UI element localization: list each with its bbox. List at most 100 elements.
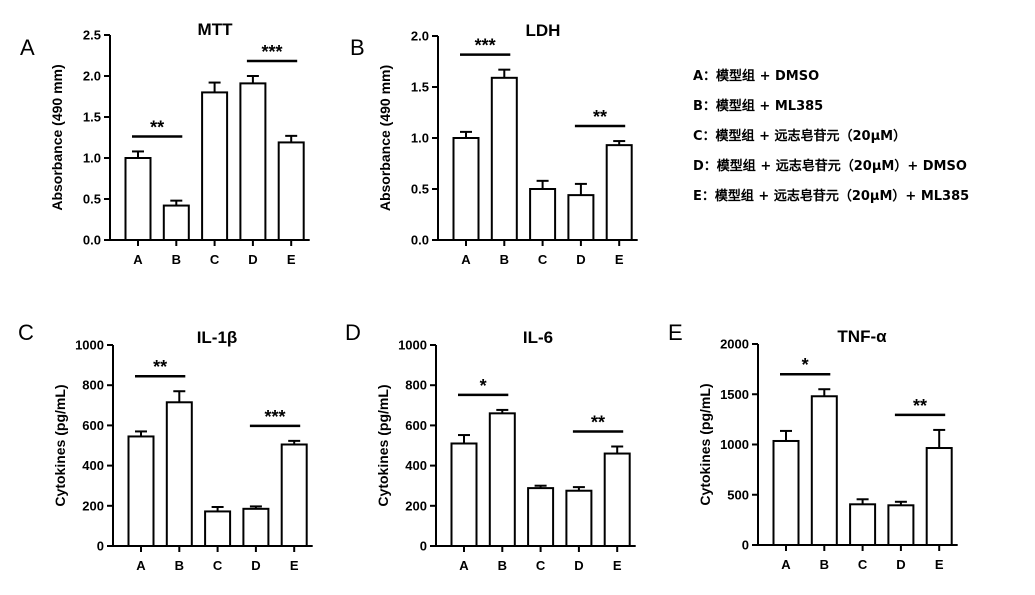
bar-d xyxy=(887,504,915,546)
y-axis-label: Absorbance (490 mm) xyxy=(49,64,65,210)
y-axis-label: Cytokines (pg/mL) xyxy=(375,384,391,506)
x-tick-label: C xyxy=(536,558,546,573)
significance-label: ** xyxy=(593,107,607,127)
y-tick-label: 2.0 xyxy=(411,29,429,44)
x-tick-label: E xyxy=(290,558,299,573)
panel-letter: E xyxy=(668,320,683,345)
significance-label: *** xyxy=(475,36,496,56)
bar-b xyxy=(165,401,193,547)
x-tick-label: E xyxy=(287,252,296,267)
x-tick-label: A xyxy=(461,252,471,267)
x-tick-label: D xyxy=(896,557,905,572)
significance-label: * xyxy=(802,355,809,375)
bar-a xyxy=(124,157,152,241)
x-tick-label: A xyxy=(781,557,791,572)
x-tick-label: A xyxy=(136,558,146,573)
y-tick-label: 0.5 xyxy=(83,192,101,207)
y-axis-label: Cytokines (pg/mL) xyxy=(52,384,68,506)
y-tick-label: 1000 xyxy=(398,338,427,353)
x-tick-label: B xyxy=(820,557,829,572)
bar-b xyxy=(488,412,516,547)
y-tick-label: 500 xyxy=(727,487,749,502)
x-tick-label: B xyxy=(500,252,509,267)
x-tick-label: C xyxy=(858,557,868,572)
panel-letter: B xyxy=(350,35,365,60)
bar-e xyxy=(603,452,631,548)
legend-item-b: B：模型组 + ML385 xyxy=(693,98,823,114)
bar-d xyxy=(239,82,267,241)
bar-a xyxy=(772,439,800,547)
significance-label: * xyxy=(480,376,487,396)
chart-title: IL-1β xyxy=(197,328,238,347)
bar-d xyxy=(567,194,595,241)
legend: A：模型组 + DMSO B：模型组 + ML385 C：模型组 + 远志皂苷元… xyxy=(693,68,969,204)
bar-e xyxy=(277,141,305,241)
panel-letter: A xyxy=(20,35,35,60)
bar-e xyxy=(925,447,953,546)
bar-c xyxy=(527,487,555,547)
x-tick-label: D xyxy=(251,558,260,573)
x-tick-label: B xyxy=(498,558,507,573)
panel-letter: D xyxy=(345,320,361,345)
bar-c xyxy=(849,503,877,546)
y-tick-label: 2.0 xyxy=(83,69,101,84)
bar-e xyxy=(280,443,308,547)
y-tick-label: 200 xyxy=(82,498,104,513)
x-tick-label: A xyxy=(459,558,469,573)
x-tick-label: E xyxy=(935,557,944,572)
y-tick-label: 1.5 xyxy=(411,80,429,95)
y-tick-label: 1.0 xyxy=(83,151,101,166)
chart-panel-e: E TNF-α Cytokines (pg/mL) 0 500 1000 1500 2000 A… xyxy=(668,320,958,572)
significance-label: ** xyxy=(913,396,927,416)
bar-a xyxy=(452,137,480,241)
significance-label: *** xyxy=(265,407,286,427)
y-tick-label: 200 xyxy=(405,498,427,513)
significance-label: *** xyxy=(262,42,283,62)
x-tick-label: C xyxy=(538,252,548,267)
legend-item-a: A：模型组 + DMSO xyxy=(693,68,819,84)
y-tick-label: 2.5 xyxy=(83,28,101,43)
x-tick-label: D xyxy=(574,558,583,573)
x-tick-label: B xyxy=(172,252,181,267)
chart-panel-c: C IL-1β Cytokines (pg/mL) 0 200 400 600 800 1000… xyxy=(18,320,313,573)
bar-b xyxy=(490,76,518,241)
y-tick-label: 2000 xyxy=(720,337,749,352)
significance-label: ** xyxy=(591,413,605,433)
y-tick-label: 0 xyxy=(420,539,427,554)
y-tick-label: 1.5 xyxy=(83,110,101,125)
chart-panel-b: B LDH Absorbance (490 mm) 0.0 0.5 1.0 1.5 2.0 A B… xyxy=(350,21,638,267)
bar-a xyxy=(127,435,155,547)
bar-b xyxy=(810,395,838,547)
y-tick-label: 1000 xyxy=(720,437,749,452)
legend-item-c: C：模型组 + 远志皂苷元（20μM） xyxy=(693,128,906,144)
bar-c xyxy=(204,510,232,548)
y-tick-label: 0 xyxy=(97,539,104,554)
bar-a xyxy=(450,442,478,547)
chart-title: LDH xyxy=(526,21,561,40)
y-tick-label: 800 xyxy=(82,378,104,393)
chart-panel-a: A MTT Absorbance (490 mm) 0.0 0.5 1.0 1.5 2.0 2.… xyxy=(20,20,310,267)
bar-d xyxy=(565,489,593,548)
panel-letter: C xyxy=(18,320,34,345)
y-tick-label: 0.0 xyxy=(411,233,429,248)
x-tick-label: A xyxy=(133,252,143,267)
bar-e xyxy=(605,144,633,241)
y-tick-label: 400 xyxy=(82,458,104,473)
y-tick-label: 600 xyxy=(82,418,104,433)
y-tick-label: 1500 xyxy=(720,387,749,402)
chart-title: MTT xyxy=(198,20,234,39)
chart-panel-d: D IL-6 Cytokines (pg/mL) 0 200 400 600 800 1000 A… xyxy=(345,320,636,573)
legend-item-e: E：模型组 + 远志皂苷元（20μM）+ ML385 xyxy=(693,188,969,204)
x-tick-label: B xyxy=(175,558,184,573)
y-axis-label: Cytokines (pg/mL) xyxy=(697,383,713,505)
significance-label: ** xyxy=(150,117,164,137)
y-tick-label: 0.5 xyxy=(411,182,429,197)
bar-b xyxy=(162,204,190,241)
y-tick-label: 0.0 xyxy=(83,233,101,248)
x-tick-label: C xyxy=(213,558,223,573)
x-tick-label: E xyxy=(613,558,622,573)
x-tick-label: E xyxy=(615,252,624,267)
chart-title: IL-6 xyxy=(523,328,553,347)
chart-title: TNF-α xyxy=(837,327,887,346)
